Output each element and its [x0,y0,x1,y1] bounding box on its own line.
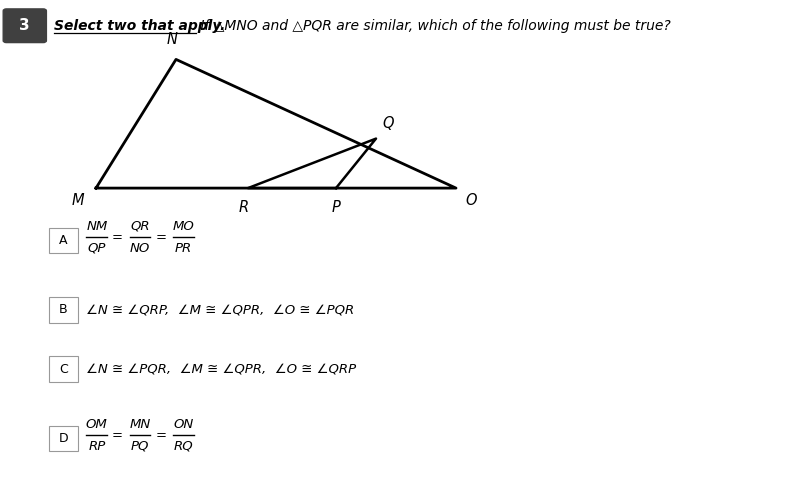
Text: =: = [112,429,123,442]
Text: N: N [166,32,178,47]
Text: OM: OM [86,418,108,431]
Text: ∠N ≅ ∠PQR,  ∠M ≅ ∠QPR,  ∠O ≅ ∠QRP: ∠N ≅ ∠PQR, ∠M ≅ ∠QPR, ∠O ≅ ∠QRP [86,363,357,376]
Text: QR: QR [130,220,150,233]
Text: O: O [466,193,477,208]
Text: ∠N ≅ ∠QRP,  ∠M ≅ ∠QPR,  ∠O ≅ ∠PQR: ∠N ≅ ∠QRP, ∠M ≅ ∠QPR, ∠O ≅ ∠PQR [86,303,354,316]
FancyBboxPatch shape [49,356,78,382]
Text: B: B [59,303,67,316]
Text: Select two that apply.: Select two that apply. [54,19,226,33]
FancyBboxPatch shape [49,297,78,323]
Text: RQ: RQ [174,440,193,452]
Text: P: P [331,200,341,215]
FancyBboxPatch shape [49,426,78,451]
Text: 3: 3 [19,18,30,33]
Text: C: C [59,363,67,376]
Text: MN: MN [130,418,150,431]
Text: QP: QP [88,242,106,254]
Text: D: D [58,432,68,445]
Text: MO: MO [172,220,194,233]
Text: =: = [155,429,166,442]
Text: RP: RP [88,440,106,452]
Text: PQ: PQ [131,440,149,452]
Text: =: = [112,231,123,244]
Text: If △MNO and △PQR are similar, which of the following must be true?: If △MNO and △PQR are similar, which of t… [196,19,670,33]
Text: NM: NM [86,220,107,233]
Text: R: R [239,200,249,215]
FancyBboxPatch shape [49,228,78,253]
Text: A: A [59,234,67,247]
Text: ON: ON [173,418,194,431]
Text: Q: Q [382,116,394,131]
Text: PR: PR [174,242,192,254]
Text: NO: NO [130,242,150,254]
FancyBboxPatch shape [3,9,46,43]
Text: =: = [155,231,166,244]
Text: M: M [71,193,84,208]
